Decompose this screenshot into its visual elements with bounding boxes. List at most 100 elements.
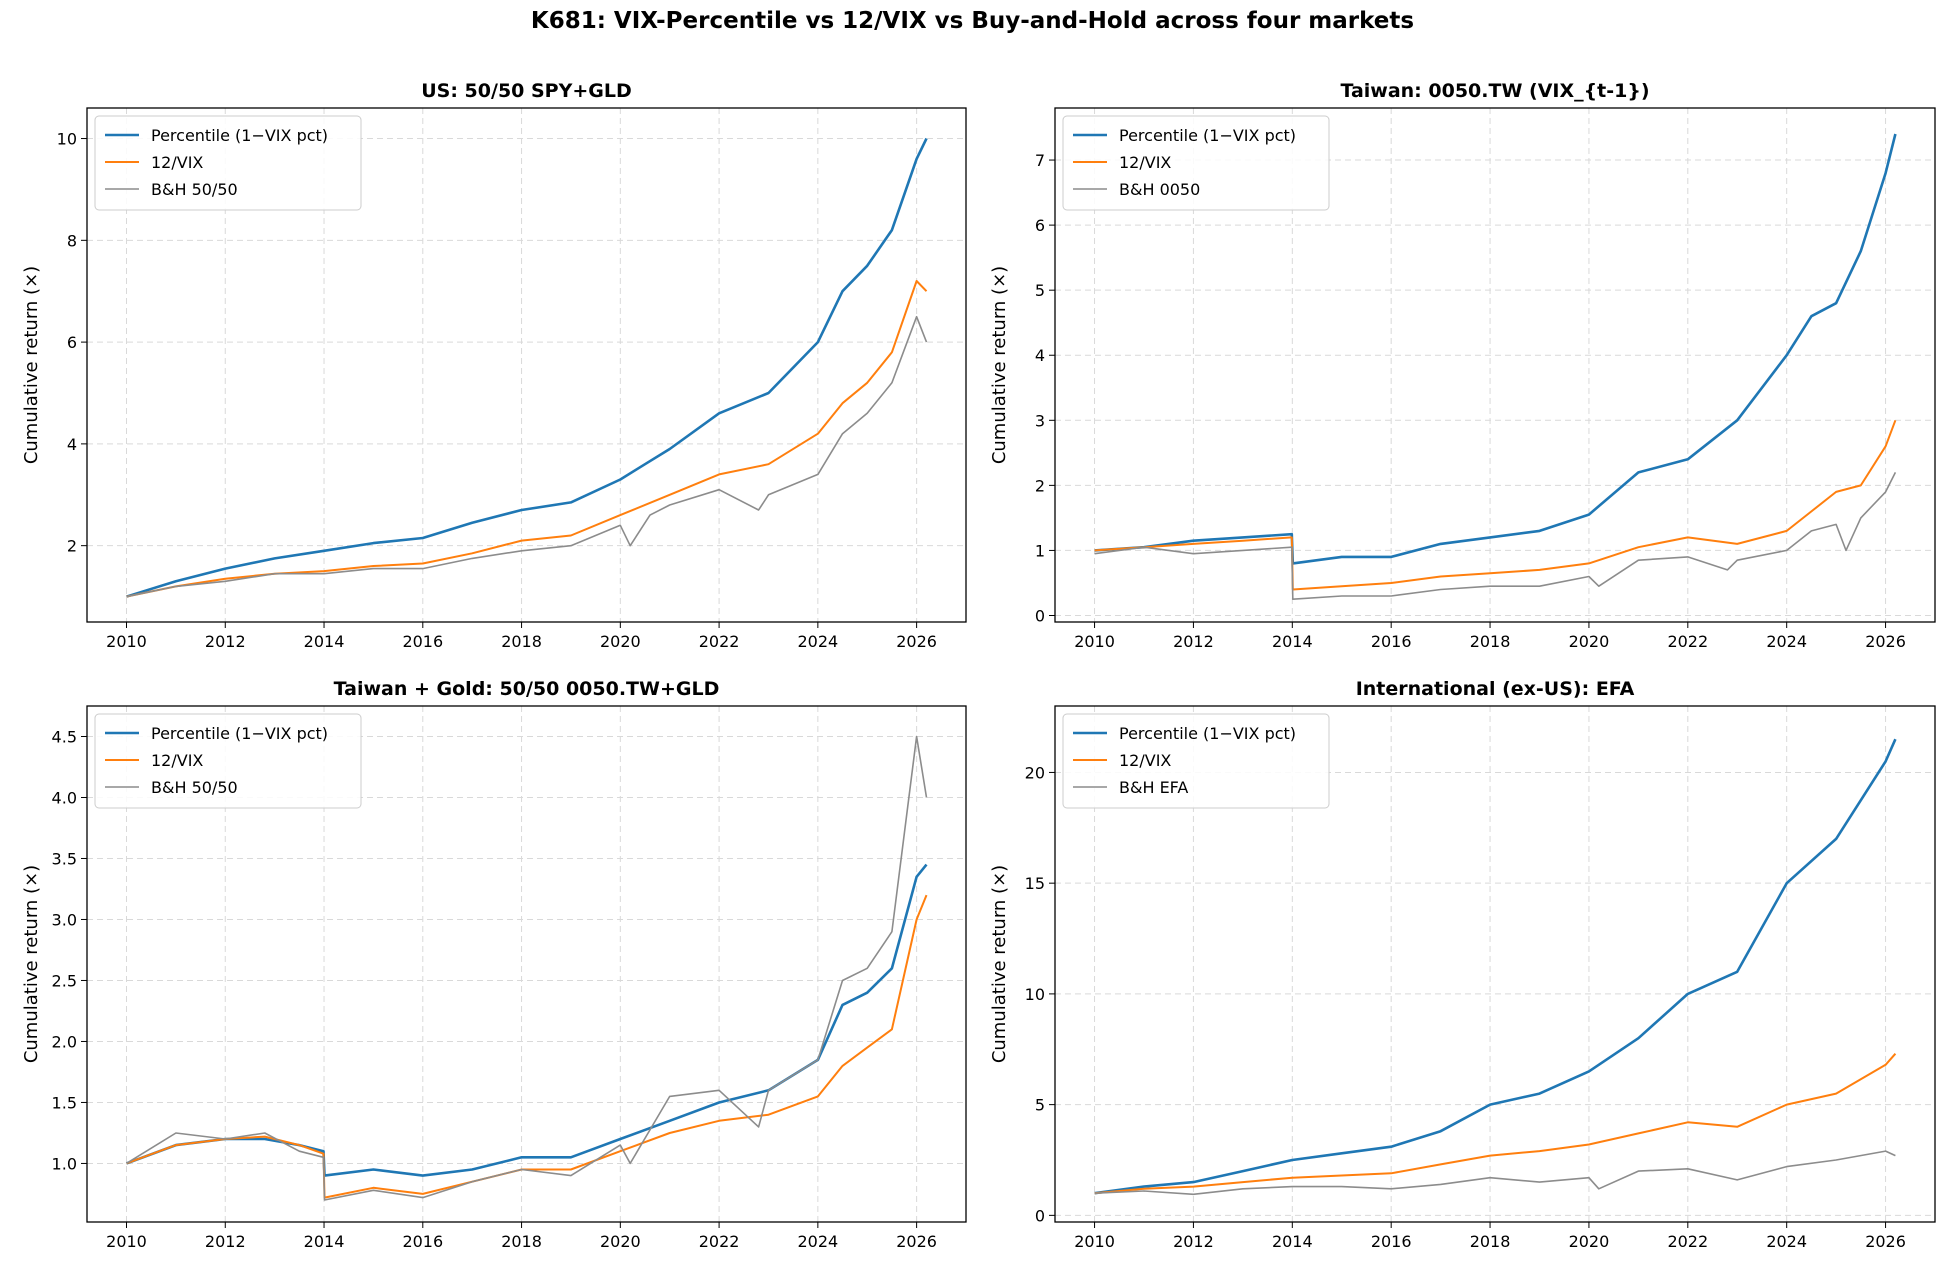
y-tick-label: 2: [1035, 476, 1045, 495]
x-tick-label: 2012: [205, 632, 246, 651]
legend-label: B&H EFA: [1119, 778, 1188, 797]
x-tick-label: 2014: [304, 632, 345, 651]
legend: Percentile (1−VIX pct) 12/VIX B&H 0050: [1062, 115, 1330, 211]
legend-label: 12/VIX: [151, 751, 203, 770]
legend: Percentile (1−VIX pct) 12/VIX B&H 50/50: [94, 115, 362, 211]
x-tick-label: 2026: [896, 632, 937, 651]
x-tick-label: 2018: [1470, 1232, 1511, 1251]
x-tick-label: 2020: [600, 1232, 641, 1251]
y-tick-label: 15: [1025, 874, 1045, 893]
x-tick-label: 2026: [1865, 632, 1906, 651]
y-tick-label: 3.0: [52, 910, 77, 929]
x-tick-label: 2020: [600, 632, 641, 651]
panel-1: 2010 2012 2014 2016 2018 2020 2022 2024 2026 2 4 6 8…: [21, 80, 967, 651]
series-line-3: [126, 735, 928, 1201]
x-tick-label: 2026: [896, 1232, 937, 1251]
x-tick-label: 2026: [1865, 1232, 1906, 1251]
panel-2: 2010 2012 2014 2016 2018 2020 2022 2024 2026 0 1 2 3…: [989, 80, 1936, 651]
x-tick-label: 2022: [699, 1232, 740, 1251]
x-tick-label: 2022: [1667, 632, 1708, 651]
series-line-1: [1094, 738, 1897, 1195]
y-axis-label: Cumulative return (×): [21, 266, 42, 464]
y-tick-label: 4: [67, 435, 77, 454]
y-tick-label: 6: [1035, 216, 1045, 235]
legend: Percentile (1−VIX pct) 12/VIX B&H 50/50: [94, 713, 362, 809]
legend-label: 12/VIX: [1119, 153, 1171, 172]
x-tick-label: 2010: [106, 1232, 147, 1251]
y-tick-label: 0: [1035, 606, 1045, 625]
legend-label: Percentile (1−VIX pct): [1119, 724, 1296, 743]
x-tick-label: 2016: [1371, 1232, 1412, 1251]
x-tick-label: 2024: [1766, 1232, 1807, 1251]
y-tick-label: 1: [1035, 541, 1045, 560]
x-tick-label: 2020: [1569, 1232, 1610, 1251]
y-tick-label: 6: [67, 333, 77, 352]
series-line-2: [1094, 419, 1897, 591]
y-tick-label: 1.0: [52, 1154, 77, 1173]
series-line-3: [1094, 1150, 1896, 1196]
x-tick-label: 2022: [1667, 1232, 1708, 1251]
y-axis-label: Cumulative return (×): [989, 266, 1010, 464]
y-tick-label: 3: [1035, 411, 1045, 430]
panel-title: US: 50/50 SPY+GLD: [421, 80, 632, 102]
y-tick-label: 3.5: [52, 849, 77, 868]
y-tick-label: 1.5: [52, 1093, 77, 1112]
x-tick-label: 2016: [402, 1232, 443, 1251]
x-tick-label: 2014: [304, 1232, 345, 1251]
x-tick-label: 2018: [1470, 632, 1511, 651]
series-line-2: [126, 280, 928, 598]
x-tick-label: 2018: [501, 1232, 542, 1251]
y-tick-label: 4.5: [52, 727, 77, 746]
legend-label: Percentile (1−VIX pct): [1119, 126, 1296, 145]
x-tick-label: 2020: [1569, 632, 1610, 651]
y-tick-label: 4.0: [52, 788, 77, 807]
legend-label: 12/VIX: [1119, 751, 1171, 770]
y-tick-label: 10: [1025, 985, 1045, 1004]
x-tick-label: 2018: [501, 632, 542, 651]
legend-label: 12/VIX: [151, 153, 203, 172]
x-tick-label: 2016: [1371, 632, 1412, 651]
x-tick-label: 2014: [1272, 1232, 1313, 1251]
x-tick-label: 2010: [1074, 1232, 1115, 1251]
legend-label: B&H 50/50: [151, 778, 238, 797]
series-line-2: [1094, 1053, 1897, 1195]
x-tick-label: 2024: [1766, 632, 1807, 651]
x-tick-label: 2024: [797, 1232, 838, 1251]
x-tick-label: 2024: [797, 632, 838, 651]
legend-label: Percentile (1−VIX pct): [151, 126, 328, 145]
x-tick-label: 2014: [1272, 632, 1313, 651]
series-line-1: [126, 137, 928, 598]
x-tick-label: 2012: [1173, 1232, 1214, 1251]
panel-3: 2010 2012 2014 2016 2018 2020 2022 2024 2026 1.0 1…: [21, 678, 967, 1251]
plot-frame: [86, 107, 967, 623]
y-tick-label: 5: [1035, 1096, 1045, 1115]
series-line-2: [126, 894, 928, 1199]
y-tick-label: 2.0: [52, 1032, 77, 1051]
legend-label: Percentile (1−VIX pct): [151, 724, 328, 743]
plot-frame: [86, 705, 967, 1223]
y-axis-label: Cumulative return (×): [21, 865, 42, 1063]
panel-title: International (ex-US): EFA: [1356, 678, 1635, 700]
y-tick-label: 2: [67, 537, 77, 556]
series-line-1: [1094, 133, 1897, 565]
figure-title: K681: VIX-Percentile vs 12/VIX vs Buy-an…: [530, 8, 1415, 34]
y-tick-label: 7: [1035, 151, 1045, 170]
y-tick-label: 8: [67, 231, 77, 250]
y-tick-label: 20: [1025, 763, 1045, 782]
x-tick-label: 2010: [106, 632, 147, 651]
x-tick-label: 2022: [699, 632, 740, 651]
y-tick-label: 5: [1035, 281, 1045, 300]
legend-box: [1062, 713, 1330, 809]
y-tick-label: 0: [1035, 1206, 1045, 1225]
legend-box: [94, 713, 362, 809]
x-tick-label: 2012: [205, 1232, 246, 1251]
y-tick-label: 4: [1035, 346, 1045, 365]
legend-label: B&H 0050: [1119, 180, 1200, 199]
x-tick-label: 2010: [1074, 632, 1115, 651]
legend: Percentile (1−VIX pct) 12/VIX B&H EFA: [1062, 713, 1330, 809]
legend-box: [1062, 115, 1330, 211]
legend-label: B&H 50/50: [151, 180, 238, 199]
series-line-3: [126, 315, 928, 598]
y-tick-label: 2.5: [52, 971, 77, 990]
